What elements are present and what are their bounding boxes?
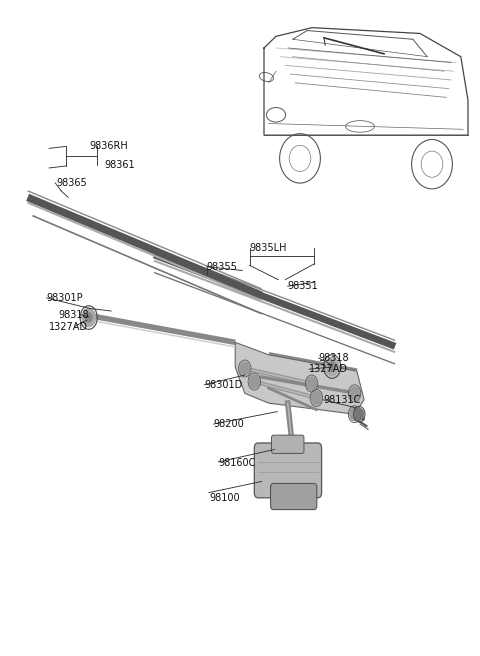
Text: 98365: 98365 [56, 178, 87, 188]
Text: 98351: 98351 [288, 281, 318, 291]
Text: 9836RH: 9836RH [90, 142, 129, 152]
Text: 98100: 98100 [209, 493, 240, 503]
FancyBboxPatch shape [271, 483, 317, 510]
Text: 98301D: 98301D [204, 380, 242, 390]
FancyBboxPatch shape [254, 443, 322, 498]
Text: 1327AD: 1327AD [309, 364, 348, 374]
Text: 98318: 98318 [59, 310, 89, 320]
Circle shape [350, 387, 360, 400]
Circle shape [312, 392, 321, 405]
Circle shape [240, 362, 250, 375]
Circle shape [250, 375, 259, 388]
Circle shape [329, 362, 336, 371]
Text: 98355: 98355 [206, 262, 238, 272]
Text: 98318: 98318 [319, 353, 349, 363]
Circle shape [355, 408, 364, 420]
Circle shape [85, 313, 92, 322]
Circle shape [350, 407, 360, 420]
Text: 98361: 98361 [104, 159, 134, 170]
Text: 98301P: 98301P [47, 293, 84, 303]
Circle shape [82, 308, 96, 327]
Polygon shape [235, 342, 364, 414]
Text: 98200: 98200 [214, 419, 244, 429]
Text: 1327AD: 1327AD [49, 321, 88, 332]
Text: 98131C: 98131C [324, 395, 361, 405]
FancyBboxPatch shape [272, 435, 304, 453]
Circle shape [307, 377, 316, 390]
Text: 9835LH: 9835LH [250, 243, 287, 253]
Text: 98160C: 98160C [218, 459, 256, 468]
Circle shape [325, 358, 339, 376]
